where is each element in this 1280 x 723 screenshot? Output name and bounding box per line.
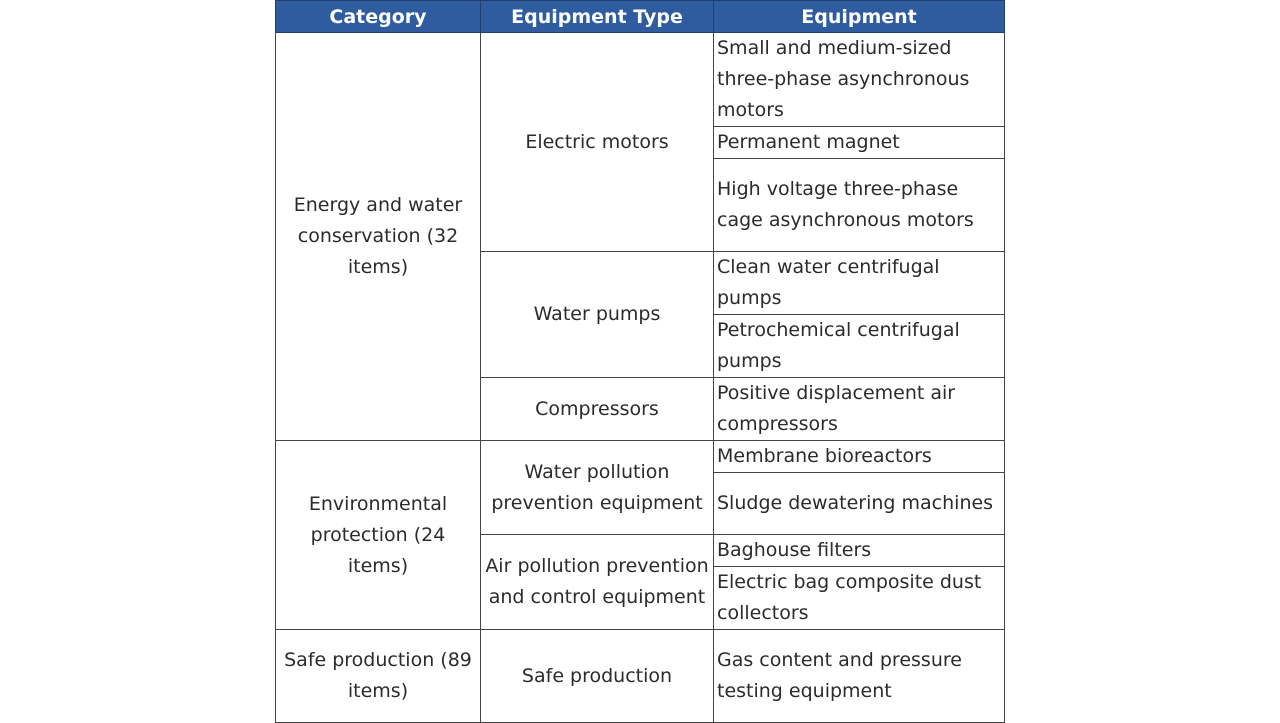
- table-row: Electric bag composite dust collectors: [276, 566, 1005, 630]
- table-row: Air pollution prevention and control equ…: [276, 534, 1005, 630]
- table-row: High voltage three-phase cage asynchrono…: [276, 158, 1005, 252]
- equipment-cell: Permanent magnet: [713, 126, 1005, 159]
- type-cell-compressors: Compressors: [480, 377, 714, 441]
- equipment-cell: Baghouse filters: [713, 534, 1005, 567]
- equipment-cell: Petrochemical centrifugal pumps: [713, 314, 1005, 378]
- type-cell-air-pollution: Air pollution prevention and control equ…: [480, 534, 714, 630]
- equipment-cell: High voltage three-phase cage asynchrono…: [713, 158, 1005, 252]
- table-row: Water pumps Clean water centrifugal pump…: [276, 251, 1005, 378]
- equipment-cell: Sludge dewatering machines: [713, 472, 1005, 535]
- table-row: Sludge dewatering machines: [276, 472, 1005, 535]
- equipment-cell: Electric bag composite dust collectors: [713, 566, 1005, 630]
- header-equipment: Equipment: [713, 0, 1005, 33]
- table-header-row: Category Equipment Type Equipment: [275, 0, 1005, 33]
- type-cell-electric-motors: Electric motors: [480, 32, 714, 252]
- type-cell-water-pumps: Water pumps: [480, 251, 714, 378]
- table-row: Energy and water conservation (32 items)…: [275, 32, 1005, 441]
- table-row: Petrochemical centrifugal pumps: [276, 314, 1005, 378]
- type-cell-water-pollution: Water pollution prevention equipment: [480, 440, 714, 535]
- table-row: Permanent magnet: [276, 126, 1005, 159]
- type-cell-safe-production: Safe production: [480, 629, 714, 723]
- category-cell-environmental: Environmental protection (24 items): [275, 440, 481, 630]
- equipment-cell: Gas content and pressure testing equipme…: [713, 629, 1005, 723]
- equipment-cell: Clean water centrifugal pumps: [713, 251, 1005, 315]
- header-equipment-type: Equipment Type: [480, 0, 714, 33]
- category-cell-safe-production: Safe production (89 items): [275, 629, 481, 723]
- equipment-table-container: Category Equipment Type Equipment Energy…: [275, 0, 1005, 723]
- equipment-cell: Small and medium-sized three-phase async…: [713, 32, 1005, 127]
- header-category: Category: [275, 0, 481, 33]
- category-cell-energy: Energy and water conservation (32 items): [275, 32, 481, 441]
- equipment-cell: Membrane bioreactors: [713, 440, 1005, 473]
- equipment-cell: Positive displacement air compressors: [713, 377, 1005, 441]
- equipment-table: Category Equipment Type Equipment Energy…: [275, 0, 1005, 723]
- table-row: Environmental protection (24 items) Wate…: [275, 440, 1005, 630]
- table-row: Compressors Positive displacement air co…: [276, 377, 1005, 441]
- table-row: Safe production (89 items) Safe producti…: [275, 629, 1005, 723]
